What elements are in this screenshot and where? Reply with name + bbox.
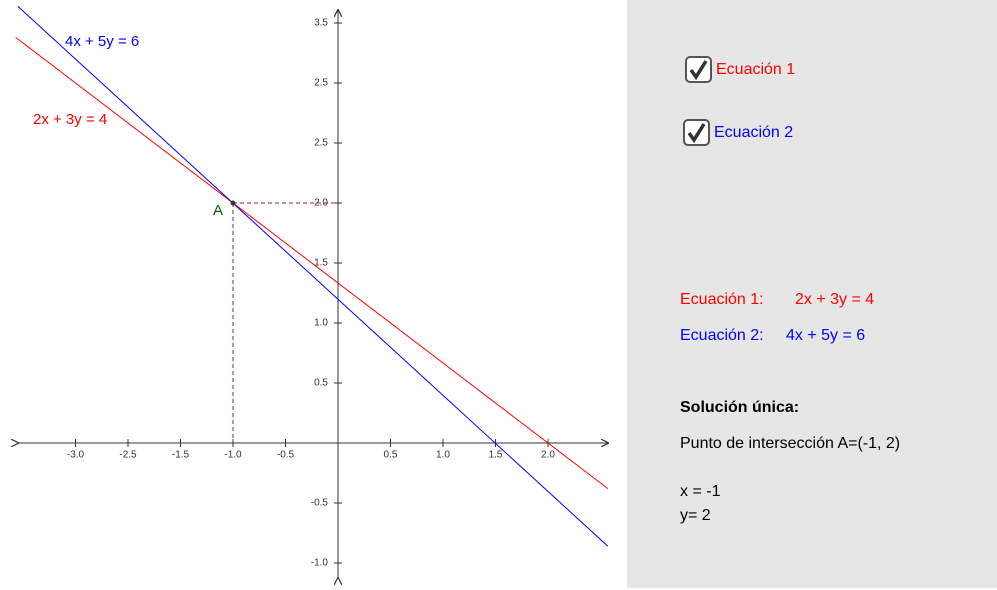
checkbox-box	[683, 119, 710, 146]
intersection-point	[230, 200, 236, 206]
x-tick-label: -3.0	[67, 450, 85, 461]
side-panel	[627, 0, 997, 588]
checkbox-label: Ecuación 1	[716, 61, 795, 78]
checkmark	[689, 60, 708, 81]
y-value: y= 2	[680, 507, 711, 524]
checkbox-label: Ecuación 2	[714, 124, 793, 141]
equation-text: 4x + 5y = 6	[786, 327, 865, 344]
y-tick-label: 1.5	[314, 258, 328, 269]
checkbox[interactable]: Ecuación 2	[683, 119, 793, 146]
x-tick-label: 0.5	[384, 450, 398, 461]
y-tick-label: 0.5	[314, 378, 328, 389]
x-tick-label: 1.0	[436, 450, 450, 461]
point-label: A	[213, 202, 223, 219]
x-tick-label: 1.5	[489, 450, 503, 461]
y-tick-label: 1.0	[314, 318, 328, 329]
x-tick-label: -1.5	[172, 450, 190, 461]
equation-name: Ecuación 1:	[680, 291, 764, 308]
checkmark	[687, 123, 706, 144]
y-tick-label: 3.5	[314, 18, 328, 29]
intersection-text: Punto de intersección A=(-1, 2)	[680, 435, 900, 452]
equation-text: 2x + 3y = 4	[795, 291, 874, 308]
solution-title: Solución única:	[680, 399, 799, 416]
equation-line	[15, 37, 609, 489]
equation-name: Ecuación 2:	[680, 327, 764, 344]
y-tick-label: 2.5	[314, 138, 328, 149]
y-tick-label: -1.0	[311, 558, 329, 569]
line-label: 4x + 5y = 6	[65, 33, 139, 50]
checkbox-box	[685, 56, 712, 83]
checkbox[interactable]: Ecuación 1	[685, 56, 795, 83]
line-label: 2x + 3y = 4	[33, 111, 107, 128]
x-value: x = -1	[680, 483, 721, 500]
x-tick-label: -0.5	[277, 450, 295, 461]
y-tick-label: 2.0	[314, 198, 328, 209]
equation-line	[17, 5, 609, 547]
x-tick-label: 2.0	[541, 450, 555, 461]
y-tick-label: 2.5	[314, 78, 328, 89]
x-tick-label: -2.5	[119, 450, 137, 461]
y-tick-label: -0.5	[311, 498, 329, 509]
x-tick-label: -1.0	[224, 450, 242, 461]
